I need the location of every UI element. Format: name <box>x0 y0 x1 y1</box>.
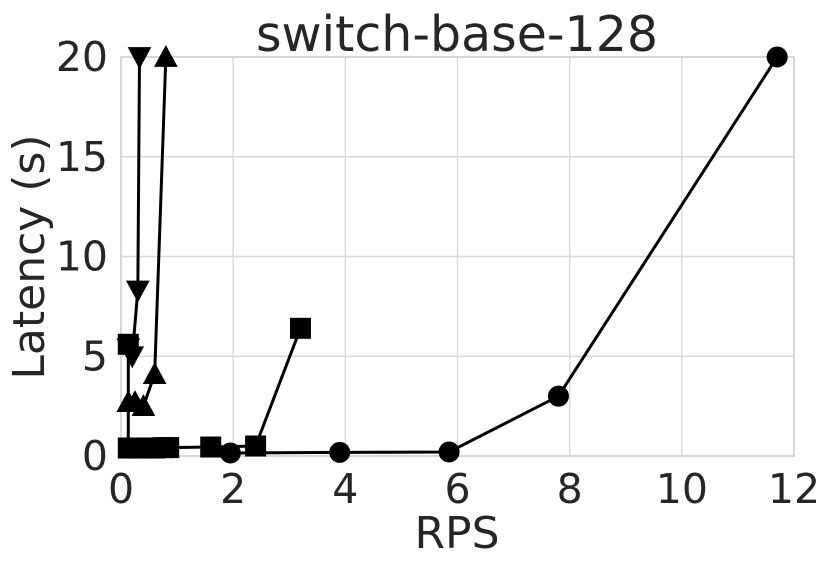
series-line <box>126 56 142 362</box>
series-line <box>126 327 302 450</box>
x-tick-label: 10 <box>656 465 708 513</box>
data-series <box>116 44 788 464</box>
series-circle <box>219 46 788 464</box>
y-tick-label: 0 <box>82 432 108 480</box>
circle-marker <box>329 441 351 463</box>
y-tick-label: 20 <box>56 33 108 81</box>
y-tick-label: 5 <box>82 332 108 380</box>
x-tick-label: 4 <box>332 465 358 513</box>
triangle-down-marker <box>120 346 145 369</box>
triangle-down-marker <box>125 280 150 303</box>
y-axis-label: Latency (s) <box>4 134 55 379</box>
y-tick-label: 10 <box>56 233 108 281</box>
triangle-up-marker <box>142 362 167 385</box>
chart-title: switch-base-128 <box>256 6 658 63</box>
square-marker <box>158 437 180 459</box>
square-marker <box>289 317 311 339</box>
series-triangle-up <box>116 44 178 416</box>
x-tick-label: 0 <box>108 465 134 513</box>
y-tick-label: 15 <box>56 133 108 181</box>
triangle-up-marker <box>154 44 178 67</box>
circle-marker <box>438 441 460 463</box>
series-triangle-down <box>116 47 152 369</box>
x-tick-label: 8 <box>557 465 583 513</box>
x-tick-labels: 0 2 4 6 8 10 12 <box>108 465 820 513</box>
x-tick-label: 2 <box>220 465 246 513</box>
x-axis-label: RPS <box>414 508 499 559</box>
x-tick-label: 12 <box>768 465 820 513</box>
series-square <box>117 317 311 459</box>
square-marker <box>200 436 222 458</box>
triangle-up-marker <box>131 394 156 416</box>
grid <box>120 56 795 457</box>
triangle-down-marker <box>127 47 152 70</box>
square-marker <box>245 435 267 457</box>
series-line <box>230 56 779 455</box>
y-tick-labels: 0 5 10 15 20 <box>56 33 108 480</box>
circle-marker <box>766 46 788 68</box>
x-tick-label: 6 <box>444 465 470 513</box>
circle-marker <box>547 385 569 407</box>
